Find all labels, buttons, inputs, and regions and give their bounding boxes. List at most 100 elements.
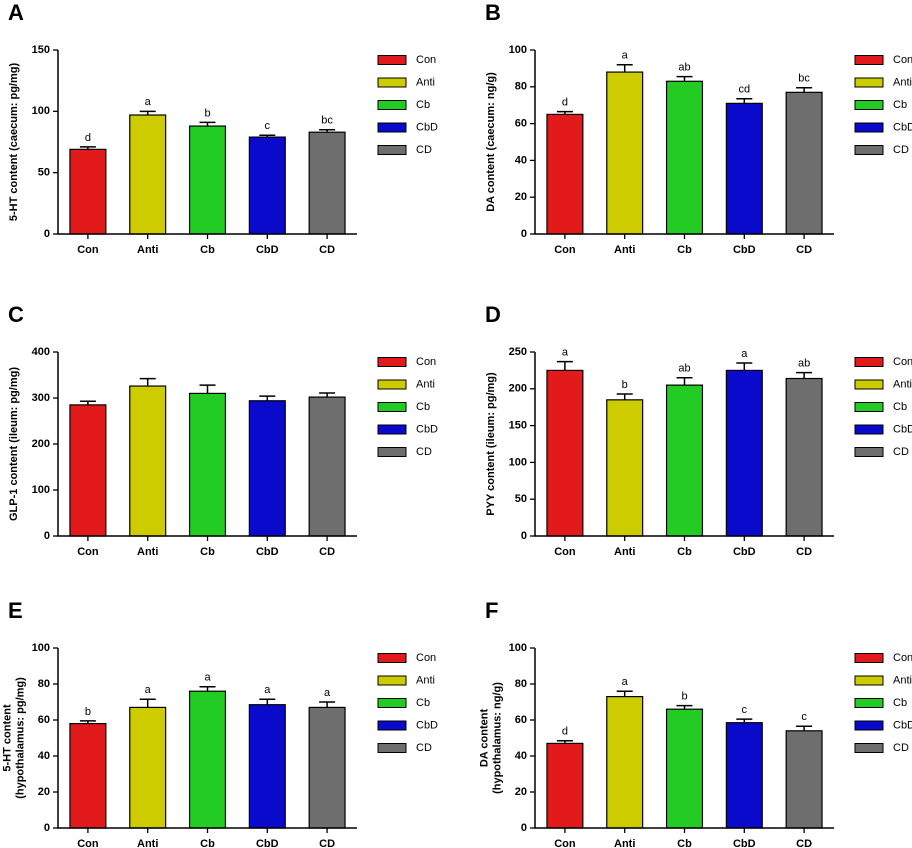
significance-letter: a [324, 687, 331, 699]
y-tick-label: 0 [44, 228, 50, 240]
error-bar [139, 377, 156, 387]
legend-swatch [377, 402, 407, 412]
x-tick-label: CbD [733, 244, 756, 256]
legend-swatch [854, 77, 884, 88]
x-tick-label: Con [77, 546, 99, 558]
x-tick-label: Anti [614, 838, 635, 848]
error-bar [199, 121, 216, 127]
y-axis-label: DA content (caecum: ng/g) [485, 72, 497, 212]
x-tick-label: Con [554, 244, 576, 256]
significance-letter: a [264, 684, 271, 696]
y-axis-label: PYY content (ileum: pg/mg) [485, 372, 497, 516]
y-tick-label: 40 [515, 154, 527, 166]
bar [69, 404, 107, 537]
significance-letter: ab [798, 358, 810, 370]
legend-swatch [377, 122, 407, 133]
y-tick-label: 20 [515, 786, 527, 798]
y-axis-label: GLP-1 content (ileum: pg/mg) [8, 367, 20, 521]
bar [665, 708, 704, 829]
legend-swatch [377, 379, 407, 390]
legend-label: CD [893, 742, 909, 754]
y-tick-label: 0 [44, 530, 50, 542]
bar [606, 399, 644, 537]
x-tick-label: CD [796, 546, 812, 558]
legend-label: Cb [416, 401, 430, 413]
significance-letter: ab [678, 363, 690, 375]
y-tick-label: 100 [509, 456, 527, 468]
y-tick-label: 40 [515, 750, 527, 762]
panel-label: D [485, 302, 501, 327]
x-tick-label: Cb [677, 244, 692, 256]
significance-letter: a [562, 346, 569, 358]
legend-swatch [854, 145, 884, 155]
significance-letter: c [742, 704, 748, 716]
legend-label: CD [893, 144, 909, 156]
error-bar [139, 698, 156, 708]
legend-label: Con [893, 652, 912, 664]
bar [308, 706, 346, 829]
x-tick-label: Con [554, 546, 576, 558]
error-bar [556, 739, 573, 744]
error-bar [676, 377, 693, 386]
legend-swatch [377, 698, 407, 708]
bar [785, 377, 823, 537]
error-bar [199, 384, 216, 394]
bar [665, 384, 704, 537]
y-tick-label: 100 [509, 642, 527, 654]
y-tick-label: 200 [32, 438, 50, 450]
legend-label: CD [893, 446, 909, 458]
error-bar [319, 128, 336, 133]
x-tick-label: CD [319, 546, 335, 558]
legend-swatch [854, 720, 884, 731]
significance-letter: ab [678, 62, 690, 74]
bar [308, 131, 346, 235]
legend-label: Anti [416, 76, 435, 88]
y-tick-label: 80 [515, 678, 527, 690]
legend-label: CD [416, 446, 432, 458]
bar [606, 695, 644, 829]
bar [129, 114, 167, 235]
y-tick-label: 60 [515, 714, 527, 726]
legend-swatch [377, 653, 407, 663]
legend-swatch [854, 653, 884, 663]
bar [606, 71, 644, 235]
legend-label: Anti [893, 76, 912, 88]
axes [57, 352, 357, 537]
significance-letter: d [562, 97, 568, 109]
error-bar [259, 134, 276, 138]
x-tick-label: CD [319, 838, 335, 848]
error-bar [556, 360, 573, 371]
significance-letter: bc [798, 73, 810, 85]
y-axis-label: DA content [478, 709, 490, 768]
x-tick-label: CD [796, 838, 812, 848]
y-tick-label: 0 [521, 822, 527, 834]
panel-label: B [485, 0, 501, 25]
legend-swatch [854, 698, 884, 708]
legend-swatch [854, 55, 884, 65]
y-tick-label: 100 [32, 105, 50, 117]
y-tick-label: 150 [32, 44, 50, 56]
legend-swatch [854, 100, 884, 110]
significance-letter: d [85, 132, 91, 144]
error-bar [676, 75, 693, 82]
bar [248, 400, 286, 537]
significance-letter: b [85, 706, 91, 718]
significance-letter: bc [321, 115, 333, 127]
error-bar [139, 110, 156, 116]
legend-swatch [377, 145, 407, 155]
x-tick-label: CbD [733, 838, 756, 848]
legend-swatch [377, 357, 407, 367]
legend-label: Anti [416, 378, 435, 390]
legend-swatch [377, 447, 407, 457]
significance-letter: a [204, 672, 211, 684]
bar [69, 148, 107, 235]
error-bar [319, 392, 336, 398]
error-bar [616, 690, 633, 697]
legend-label: CbD [893, 423, 912, 435]
significance-letter: a [741, 348, 748, 360]
legend-label: Anti [416, 674, 435, 686]
legend-label: Cb [893, 401, 907, 413]
significance-letter: c [801, 711, 807, 723]
y-axis-label: 5-HT content (caecum: pg/mg) [8, 63, 20, 222]
